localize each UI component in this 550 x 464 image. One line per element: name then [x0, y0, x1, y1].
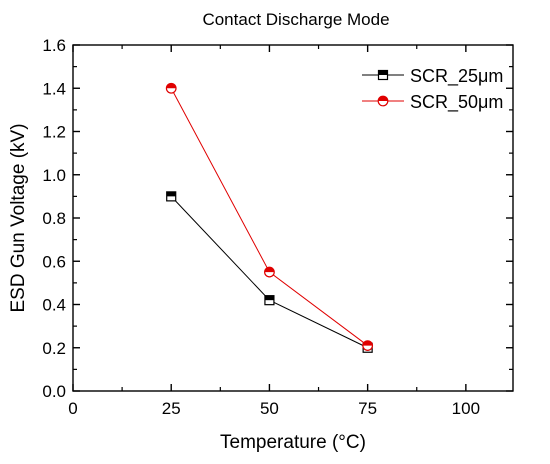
series-line-2 [170, 88, 368, 346]
data-point-series-1 [166, 191, 177, 202]
y-tick-label: 1.4 [42, 79, 66, 98]
data-point-series-2 [362, 340, 374, 351]
y-axis-ticks: 0.0 0.2 0.4 0.6 0.8 1.0 1.2 1.4 1.6 [42, 36, 513, 401]
series-layer [165, 82, 374, 353]
data-point-series-2 [264, 266, 275, 278]
x-tick-label: 50 [260, 399, 279, 418]
y-tick-label: 1.2 [42, 123, 66, 142]
legend-marker [377, 69, 389, 81]
x-axis-ticks: 0 25 50 75 100 [68, 45, 480, 418]
legend-marker [377, 95, 389, 107]
x-axis-label: Temperature (°C) [220, 432, 366, 453]
data-point-series-1 [264, 295, 275, 306]
x-tick-label: 100 [452, 399, 480, 418]
x-tick-label: 25 [162, 399, 181, 418]
data-point-series-2 [165, 82, 177, 94]
legend-label: SCR_25μm [410, 66, 503, 87]
legend-label: SCR_50μm [410, 92, 503, 113]
y-tick-label: 0.2 [42, 339, 66, 358]
y-tick-label: 1.6 [42, 36, 66, 55]
chart-title: Contact Discharge Mode [202, 10, 389, 29]
legend: SCR_25μm SCR_50μm [362, 66, 503, 113]
x-tick-label: 75 [358, 399, 377, 418]
y-tick-label: 0.6 [42, 252, 66, 271]
x-tick-label: 0 [68, 399, 77, 418]
y-tick-label: 1.0 [42, 166, 66, 185]
y-axis-label: ESD Gun Voltage (kV) [8, 123, 29, 312]
y-tick-label: 0.0 [42, 382, 66, 401]
y-tick-label: 0.8 [42, 209, 66, 228]
y-tick-label: 0.4 [42, 296, 66, 315]
